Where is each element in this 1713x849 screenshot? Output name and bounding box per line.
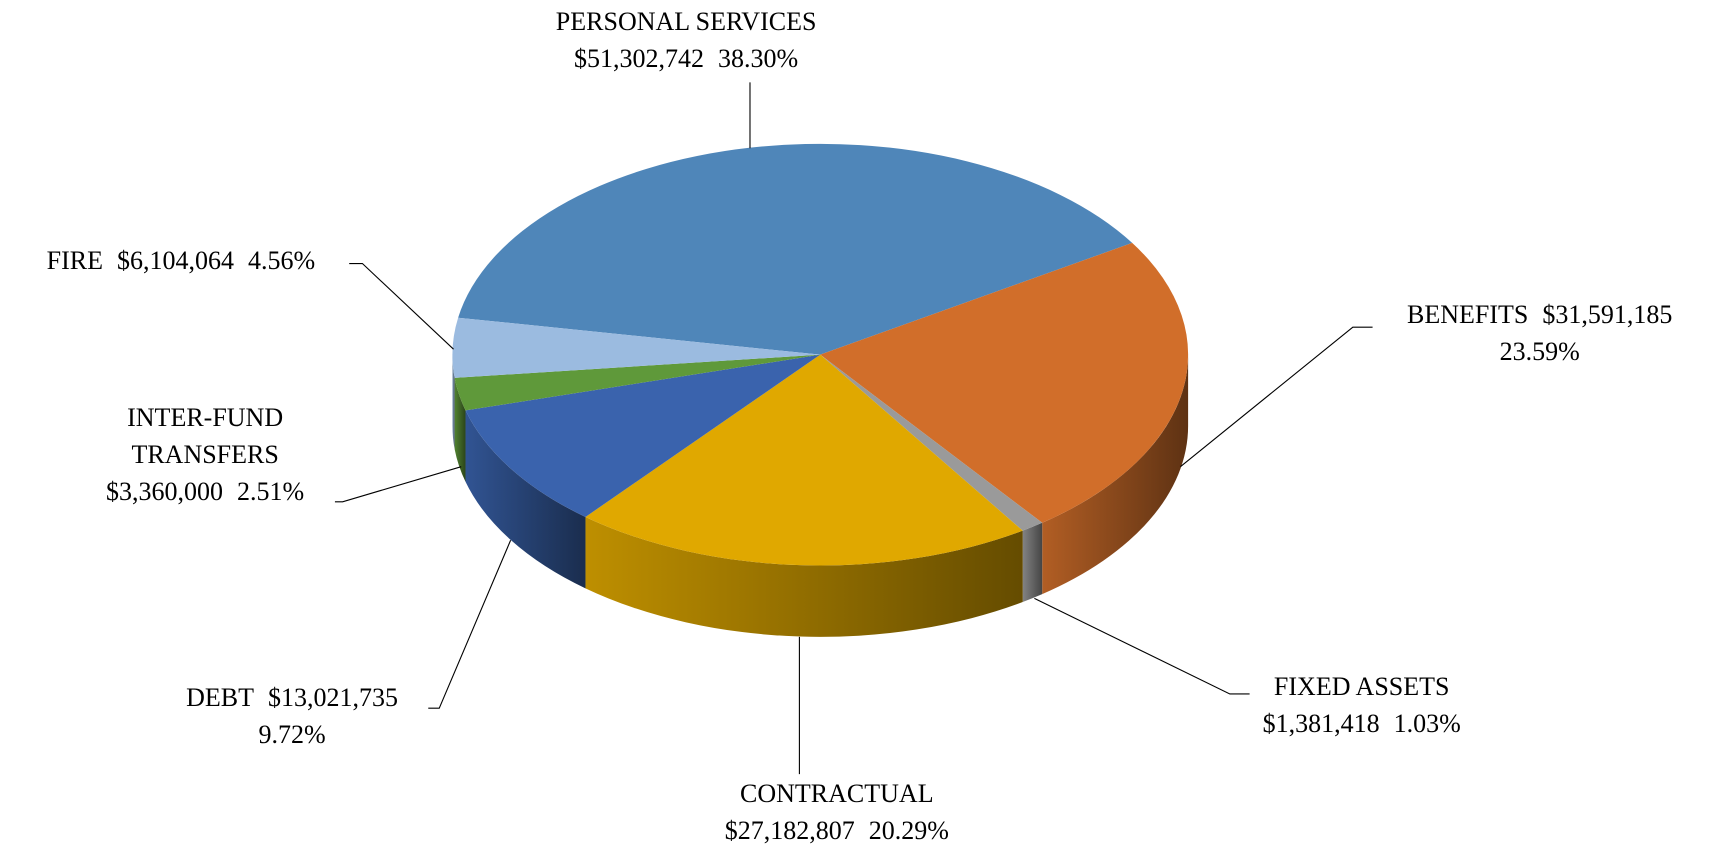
slice-side bbox=[454, 377, 466, 482]
slice bbox=[452, 317, 821, 378]
slice-side bbox=[452, 354, 455, 450]
label-row: $27,182,807 20.29% bbox=[725, 812, 949, 849]
slice bbox=[820, 354, 1043, 531]
slice-label: FIXED ASSETS $1,381,418 1.03% bbox=[1263, 668, 1461, 742]
label-row: $51,302,742 38.30% bbox=[556, 40, 817, 77]
leader-line bbox=[334, 466, 462, 503]
slice bbox=[820, 242, 1189, 523]
label-row: $1,381,418 1.03% bbox=[1263, 705, 1461, 742]
label-row: 23.59% bbox=[1407, 333, 1672, 370]
category-label: FIRE bbox=[46, 245, 104, 275]
leader-line bbox=[349, 262, 454, 350]
slice bbox=[458, 143, 1133, 355]
percent-label: 4.56% bbox=[248, 245, 316, 275]
value-label: $27,182,807 bbox=[724, 816, 855, 846]
category-label: CONTRACTUAL bbox=[740, 779, 934, 809]
slice-label: BENEFITS $31,591,185 23.59% bbox=[1407, 296, 1672, 370]
slice-side bbox=[585, 516, 1023, 637]
category-label: INTER-FUND TRANSFERS bbox=[127, 402, 284, 469]
percent-label: 1.03% bbox=[1393, 708, 1461, 738]
label-row: $3,360,000 2.51% bbox=[95, 473, 315, 510]
percent-label: 9.72% bbox=[258, 719, 326, 749]
value-label: $51,302,742 bbox=[574, 44, 705, 74]
leader-line bbox=[1180, 326, 1373, 468]
percent-label: 20.29% bbox=[868, 816, 949, 846]
slice bbox=[585, 354, 1023, 566]
slice bbox=[454, 354, 821, 411]
percent-label: 2.51% bbox=[237, 476, 305, 506]
percent-label: 23.59% bbox=[1499, 337, 1580, 367]
slice-label: INTER-FUND TRANSFERS $3,360,000 2.51% bbox=[95, 399, 315, 510]
slice-label: PERSONAL SERVICES $51,302,742 38.30% bbox=[556, 3, 817, 77]
value-label: $31,591,185 bbox=[1542, 300, 1673, 330]
slice-side bbox=[1022, 522, 1043, 603]
category-label: FIXED ASSETS bbox=[1273, 671, 1450, 701]
slice-label: DEBT $13,021,735 9.72% bbox=[186, 679, 398, 753]
leader-line bbox=[1034, 597, 1250, 695]
value-label: $6,104,064 bbox=[117, 245, 235, 275]
label-row: PERSONAL SERVICES bbox=[556, 3, 817, 40]
slice bbox=[465, 354, 821, 517]
label-row: FIXED ASSETS bbox=[1263, 668, 1461, 705]
leader-line bbox=[428, 540, 512, 709]
label-row: 9.72% bbox=[186, 716, 398, 753]
slice-side bbox=[1042, 354, 1189, 595]
value-label: $13,021,735 bbox=[267, 682, 398, 712]
slice-label: FIRE $6,104,064 4.56% bbox=[47, 242, 316, 279]
value-label: $1,381,418 bbox=[1262, 708, 1380, 738]
value-label: $3,360,000 bbox=[106, 476, 224, 506]
slice-label: CONTRACTUAL $27,182,807 20.29% bbox=[725, 775, 949, 849]
slice-side bbox=[465, 410, 586, 589]
percent-label: 38.30% bbox=[718, 44, 799, 74]
category-label: DEBT bbox=[186, 682, 254, 712]
label-row: BENEFITS $31,591,185 bbox=[1407, 296, 1672, 333]
label-row: CONTRACTUAL bbox=[725, 775, 949, 812]
label-row: INTER-FUND TRANSFERS bbox=[95, 399, 315, 473]
label-row: FIRE $6,104,064 4.56% bbox=[47, 242, 316, 279]
label-row: DEBT $13,021,735 bbox=[186, 679, 398, 716]
category-label: BENEFITS bbox=[1407, 300, 1529, 330]
category-label: PERSONAL SERVICES bbox=[555, 7, 817, 37]
